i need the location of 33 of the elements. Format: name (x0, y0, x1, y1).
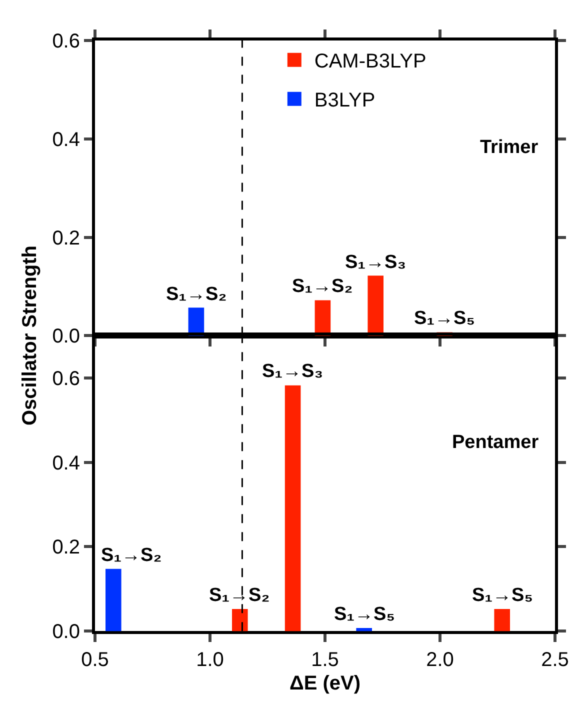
x-tick-label: 1.0 (196, 649, 224, 672)
y-tick-label: 0.0 (52, 326, 80, 348)
annotation: S₁→S₂ (209, 585, 270, 606)
annotation: S₁→S₃ (345, 252, 406, 273)
x-tick-label: 2.5 (541, 649, 569, 672)
annotation: Pentamer (452, 432, 540, 453)
annotation: S₁→S₅ (414, 308, 475, 329)
annotation: S₁→S₂ (166, 284, 227, 305)
bar (284, 385, 301, 632)
y-tick-label: 0.6 (52, 368, 80, 390)
annotation: Trimer (480, 137, 539, 158)
y-tick-label: 0.6 (52, 30, 80, 52)
bar (106, 568, 122, 632)
bar (356, 628, 372, 632)
legend-label: B3LYP (314, 90, 376, 112)
y-axis-title: Oscillator Strength (19, 246, 42, 426)
annotation: S₁→S₂ (101, 545, 162, 566)
annotation: S₁→S₅ (472, 585, 533, 606)
annotation: S₁→S₃ (262, 361, 323, 382)
annotation: S₁→S₅ (334, 604, 395, 625)
x-axis-title: ΔE (eV) (289, 672, 361, 695)
legend-label: CAM-B3LYP (314, 50, 426, 73)
x-tick-label: 1.5 (311, 649, 339, 672)
x-tick-label: 0.5 (81, 649, 109, 672)
x-tick-label: 2.0 (426, 649, 454, 672)
y-tick-label: 0.4 (52, 128, 80, 151)
y-tick-label: 0.2 (52, 536, 80, 559)
annotation: S₁→S₂ (292, 276, 353, 297)
bar (232, 609, 248, 632)
y-tick-label: 0.2 (52, 227, 80, 250)
y-tick-label: 0.4 (52, 452, 80, 474)
y-tick-label: 0.0 (52, 621, 80, 644)
bar (494, 609, 510, 632)
